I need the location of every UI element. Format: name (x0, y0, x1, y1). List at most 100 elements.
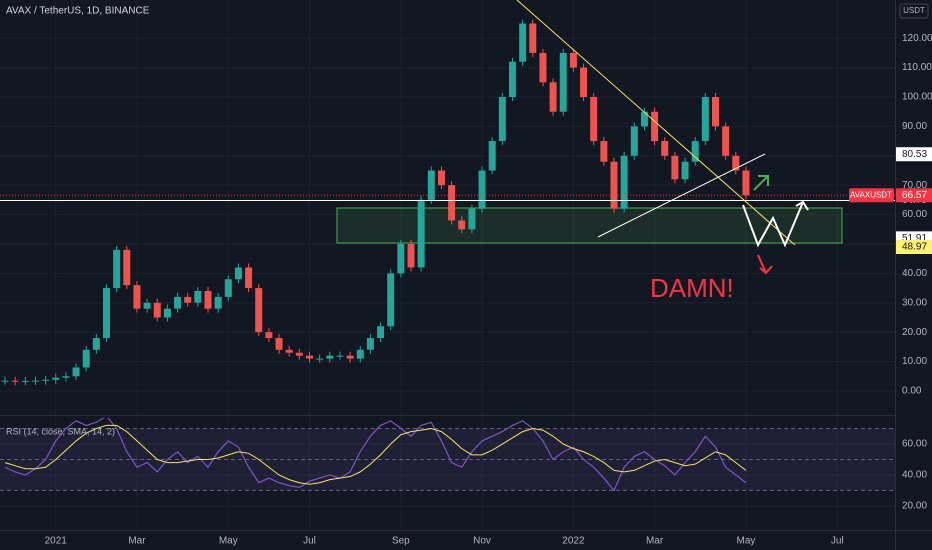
x-tick-label: Nov (473, 536, 491, 547)
candle (407, 243, 415, 268)
candle (42, 379, 50, 381)
candle (103, 288, 110, 339)
candle (651, 111, 659, 142)
candle (123, 249, 131, 286)
y-tick-label: 70.00 (902, 180, 927, 191)
candle (630, 126, 638, 156)
x-tick-label: Jul (303, 536, 316, 547)
symbol-badge (849, 188, 894, 203)
rsi-sma-line (4, 424, 747, 485)
currency: USDT (903, 6, 925, 15)
candle (31, 380, 39, 382)
candle (174, 296, 182, 309)
x-tick-label: Sep (392, 536, 410, 547)
candle (722, 126, 730, 156)
candle (214, 296, 222, 309)
candle (509, 61, 516, 98)
y-tick-label: 110.00 (902, 62, 932, 73)
candle (143, 302, 151, 309)
candle (397, 243, 405, 274)
y-tick-label: 60.00 (902, 439, 927, 450)
x-tick-label: May (219, 536, 238, 547)
candle (1, 380, 9, 382)
candle (701, 97, 709, 142)
candle (488, 141, 496, 171)
y-tick-label: 0.00 (902, 386, 922, 397)
y-tick-label: 40.00 (902, 268, 927, 279)
candle (458, 220, 466, 230)
x-tick-label: Mar (128, 536, 146, 547)
x-tick-label: May (736, 536, 755, 547)
candle (671, 155, 679, 180)
currency-box (899, 3, 929, 19)
candle (620, 155, 628, 209)
candle (427, 170, 435, 200)
candle (559, 52, 567, 112)
candle (336, 355, 344, 357)
y-tick-label: 30.00 (902, 297, 927, 308)
price-label: 80.53 (902, 149, 927, 160)
y-tick-label: 100.00 (902, 92, 932, 103)
candle (346, 355, 354, 359)
annotation: DAMN! (650, 273, 734, 303)
candle (275, 338, 283, 350)
candle (316, 358, 324, 360)
candle (661, 141, 669, 156)
y-tick-label: 40.00 (902, 470, 927, 481)
last-price-box (896, 188, 932, 203)
y-tick-label: 20.00 (902, 327, 927, 338)
candle (742, 170, 750, 196)
candle (21, 380, 29, 382)
candle (184, 296, 192, 303)
candle (163, 308, 171, 318)
candle (640, 111, 648, 127)
symbol-label: AVAXUSDT (850, 190, 892, 199)
candle (590, 97, 598, 142)
zone (336, 207, 843, 244)
y-tick-label: 10.00 (902, 356, 927, 367)
x-tick-label: 2022 (562, 536, 585, 547)
candle (377, 326, 385, 339)
y-tick-label: 60.00 (902, 209, 927, 220)
candle (306, 355, 313, 359)
candle (712, 97, 719, 127)
candle (133, 285, 141, 309)
path-arrow (742, 200, 809, 248)
candle (265, 332, 273, 339)
candle (11, 380, 19, 382)
price-label: 51.91 (902, 233, 927, 244)
candle (194, 291, 202, 303)
candle (448, 185, 456, 221)
x-tick-label: Jul (831, 536, 844, 547)
price-label-box (896, 240, 932, 255)
candle (285, 349, 293, 353)
candle (498, 97, 506, 142)
candle (681, 161, 689, 180)
candle (224, 279, 232, 297)
candle (519, 23, 527, 62)
candle (234, 267, 242, 280)
x-tick-label: Mar (646, 536, 664, 547)
candle (569, 52, 577, 68)
candle (204, 291, 212, 309)
candle (600, 141, 608, 162)
candle (82, 349, 90, 368)
price-label-box (896, 147, 932, 162)
candle (245, 267, 253, 289)
candle (92, 338, 100, 350)
candle (478, 170, 486, 209)
candle (366, 338, 374, 350)
candle (52, 377, 60, 380)
candle (356, 349, 364, 359)
arrow-down (757, 254, 773, 275)
candle (732, 155, 740, 171)
candle (437, 170, 445, 186)
candle (691, 141, 699, 162)
last-price-label: 66.57 (902, 190, 927, 201)
candle (549, 82, 557, 112)
candle (255, 288, 263, 333)
candle (610, 161, 618, 209)
candle (417, 199, 425, 268)
y-tick-label: 120.00 (902, 33, 932, 44)
